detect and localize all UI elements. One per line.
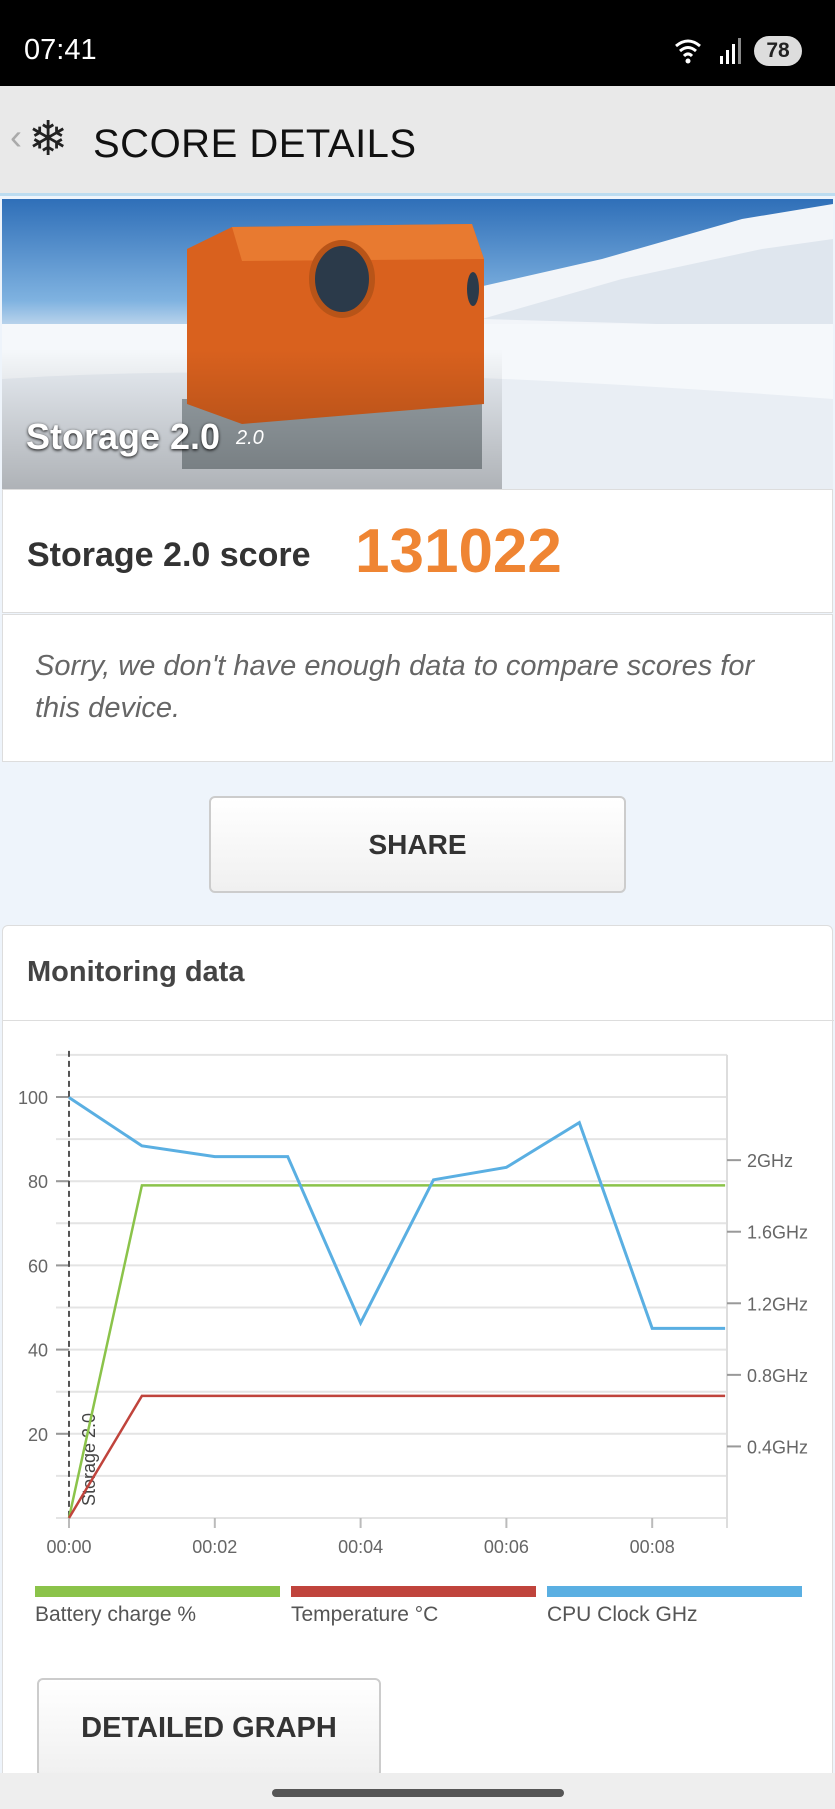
- benchmark-banner: Storage 2.0 2.0: [2, 199, 833, 489]
- battery-indicator: 78: [754, 36, 802, 66]
- y-left-tick-label: 40: [28, 1341, 48, 1361]
- chevron-left-icon[interactable]: ‹: [10, 116, 22, 157]
- clock: 07:41: [24, 34, 97, 66]
- series-line-0: [67, 1184, 726, 1519]
- banner-image: [2, 204, 833, 489]
- app-header: ‹ ❄ SCORE DETAILS: [0, 86, 835, 196]
- comparison-message: Sorry, we don't have enough data to comp…: [35, 650, 755, 724]
- score-label: Storage 2.0 score: [27, 536, 311, 574]
- wifi-icon: [675, 39, 701, 58]
- monitoring-card: Monitoring data 20 40 60 80 100 0.4GHz 0.8GHz 1…: [2, 925, 834, 1785]
- home-gesture-handle[interactable]: [272, 1789, 564, 1797]
- series-line-2: [68, 1096, 726, 1330]
- y-right-tick-label: 2GHz: [747, 1151, 793, 1171]
- test-marker-label: Storage 2.0: [79, 1413, 99, 1506]
- series-line-1: [67, 1394, 726, 1519]
- x-tick-label: 00:08: [630, 1537, 675, 1557]
- x-tick-label: 00:02: [192, 1537, 237, 1557]
- legend-swatch-temperature: [291, 1586, 536, 1597]
- monitoring-title: Monitoring data: [27, 956, 245, 988]
- snowflake-icon: ❄: [28, 113, 69, 166]
- legend-swatch-battery: [35, 1586, 280, 1597]
- cellular-icon: [720, 38, 741, 64]
- detailed-graph-button[interactable]: DETAILED GRAPH: [37, 1678, 381, 1778]
- banner-title: Storage 2.0: [26, 416, 221, 457]
- legend-label-battery: Battery charge %: [35, 1603, 197, 1626]
- legend-swatch-cpu: [547, 1586, 802, 1597]
- divider: [3, 1020, 834, 1021]
- y-left-tick-label: 80: [28, 1172, 48, 1192]
- y-left-tick-label: 60: [28, 1256, 48, 1276]
- x-tick-label: 00:04: [338, 1537, 383, 1557]
- legend-label-cpu: CPU Clock GHz: [547, 1603, 698, 1626]
- y-right-tick-label: 1.6GHz: [747, 1223, 808, 1243]
- y-left-tick-label: 100: [18, 1088, 48, 1108]
- share-button[interactable]: SHARE: [209, 796, 626, 893]
- score-row: Storage 2.0 score 131022: [2, 489, 833, 613]
- y-right-tick-label: 0.8GHz: [747, 1366, 808, 1386]
- x-tick-label: 00:06: [484, 1537, 529, 1557]
- page-title: SCORE DETAILS: [93, 122, 417, 166]
- y-left-tick-label: 20: [28, 1425, 48, 1445]
- monitoring-chart: 20 40 60 80 100 0.4GHz 0.8GHz 1.2GHz 1.6GHz 2GHz 0…: [18, 1050, 808, 1557]
- legend-label-temperature: Temperature °C: [291, 1603, 439, 1626]
- y-right-tick-label: 1.2GHz: [747, 1294, 808, 1314]
- system-nav-bar: [0, 1773, 835, 1809]
- banner-version: 2.0: [236, 427, 264, 449]
- score-value: 131022: [355, 517, 562, 586]
- y-right-tick-label: 0.4GHz: [747, 1437, 808, 1457]
- status-bar: 07:41 78: [0, 0, 835, 86]
- x-tick-label: 00:00: [46, 1537, 91, 1557]
- comparison-message-card: Sorry, we don't have enough data to comp…: [2, 614, 833, 762]
- signal-icons: [675, 38, 741, 64]
